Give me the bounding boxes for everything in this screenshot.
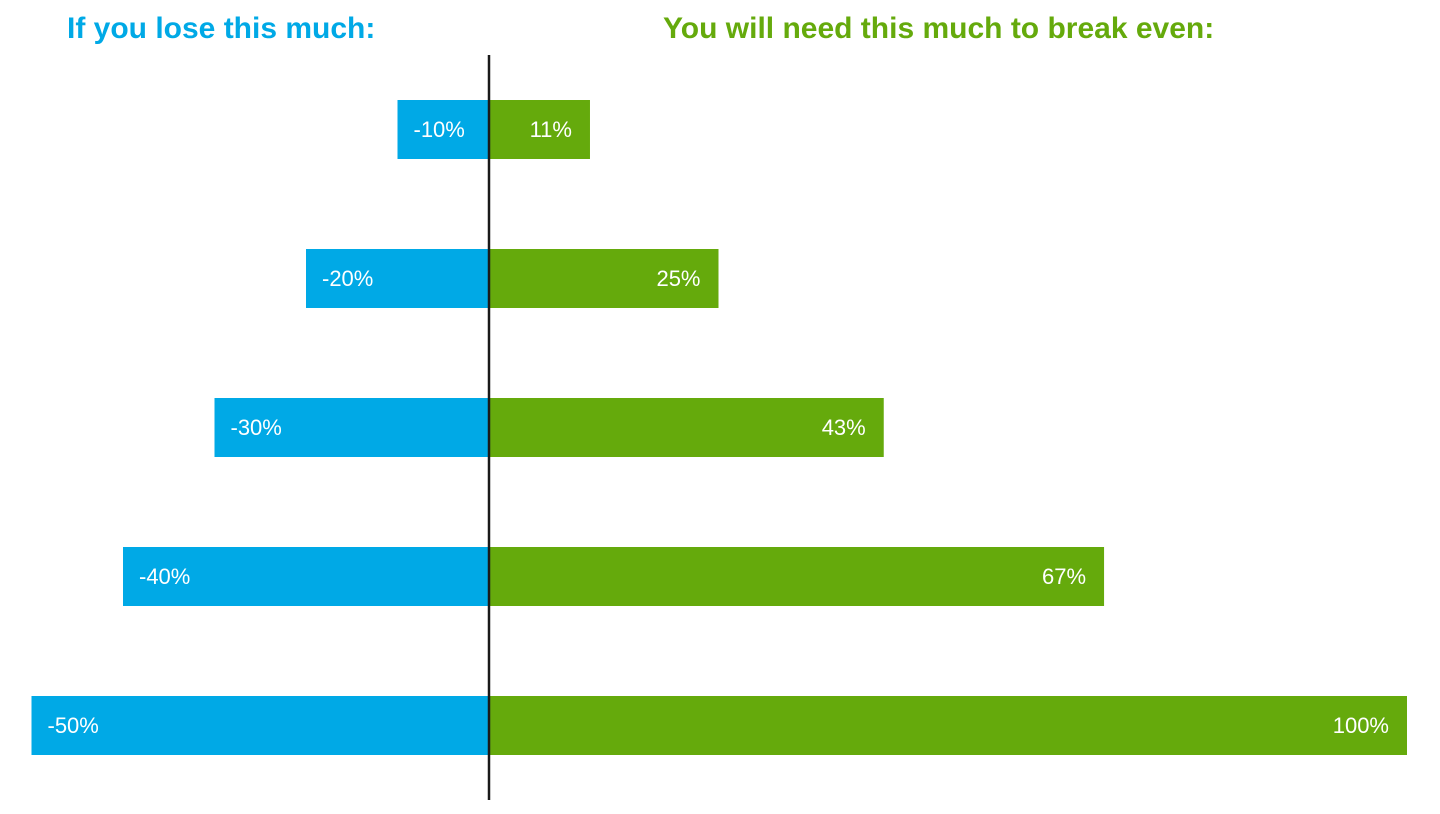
loss-bar-label: -10% xyxy=(414,117,465,142)
break-even-bar xyxy=(489,100,590,159)
break-even-bar xyxy=(489,249,719,308)
loss-bar-label: -40% xyxy=(139,564,190,589)
break-even-bar xyxy=(489,696,1407,755)
loss-bar xyxy=(214,398,489,457)
loss-bar-label: -30% xyxy=(231,415,282,440)
break-even-heading: You will need this much to break even: xyxy=(663,12,1215,45)
break-even-bar-label: 100% xyxy=(1333,713,1389,738)
loss-bar xyxy=(397,100,489,159)
break-even-bar-label: 67% xyxy=(1042,564,1086,589)
loss-bar xyxy=(306,249,489,308)
break-even-bar-label: 11% xyxy=(530,117,572,142)
loss-bar xyxy=(31,696,489,755)
loss-bar-label: -50% xyxy=(48,713,99,738)
loss-bar xyxy=(123,547,489,606)
break-even-bar-label: 25% xyxy=(656,266,700,291)
loss-heading: If you lose this much: xyxy=(67,12,376,45)
break-even-bar xyxy=(489,398,884,457)
break-even-bar-label: 43% xyxy=(822,415,866,440)
break-even-bar xyxy=(489,547,1105,606)
loss-bar-label: -20% xyxy=(322,266,373,291)
